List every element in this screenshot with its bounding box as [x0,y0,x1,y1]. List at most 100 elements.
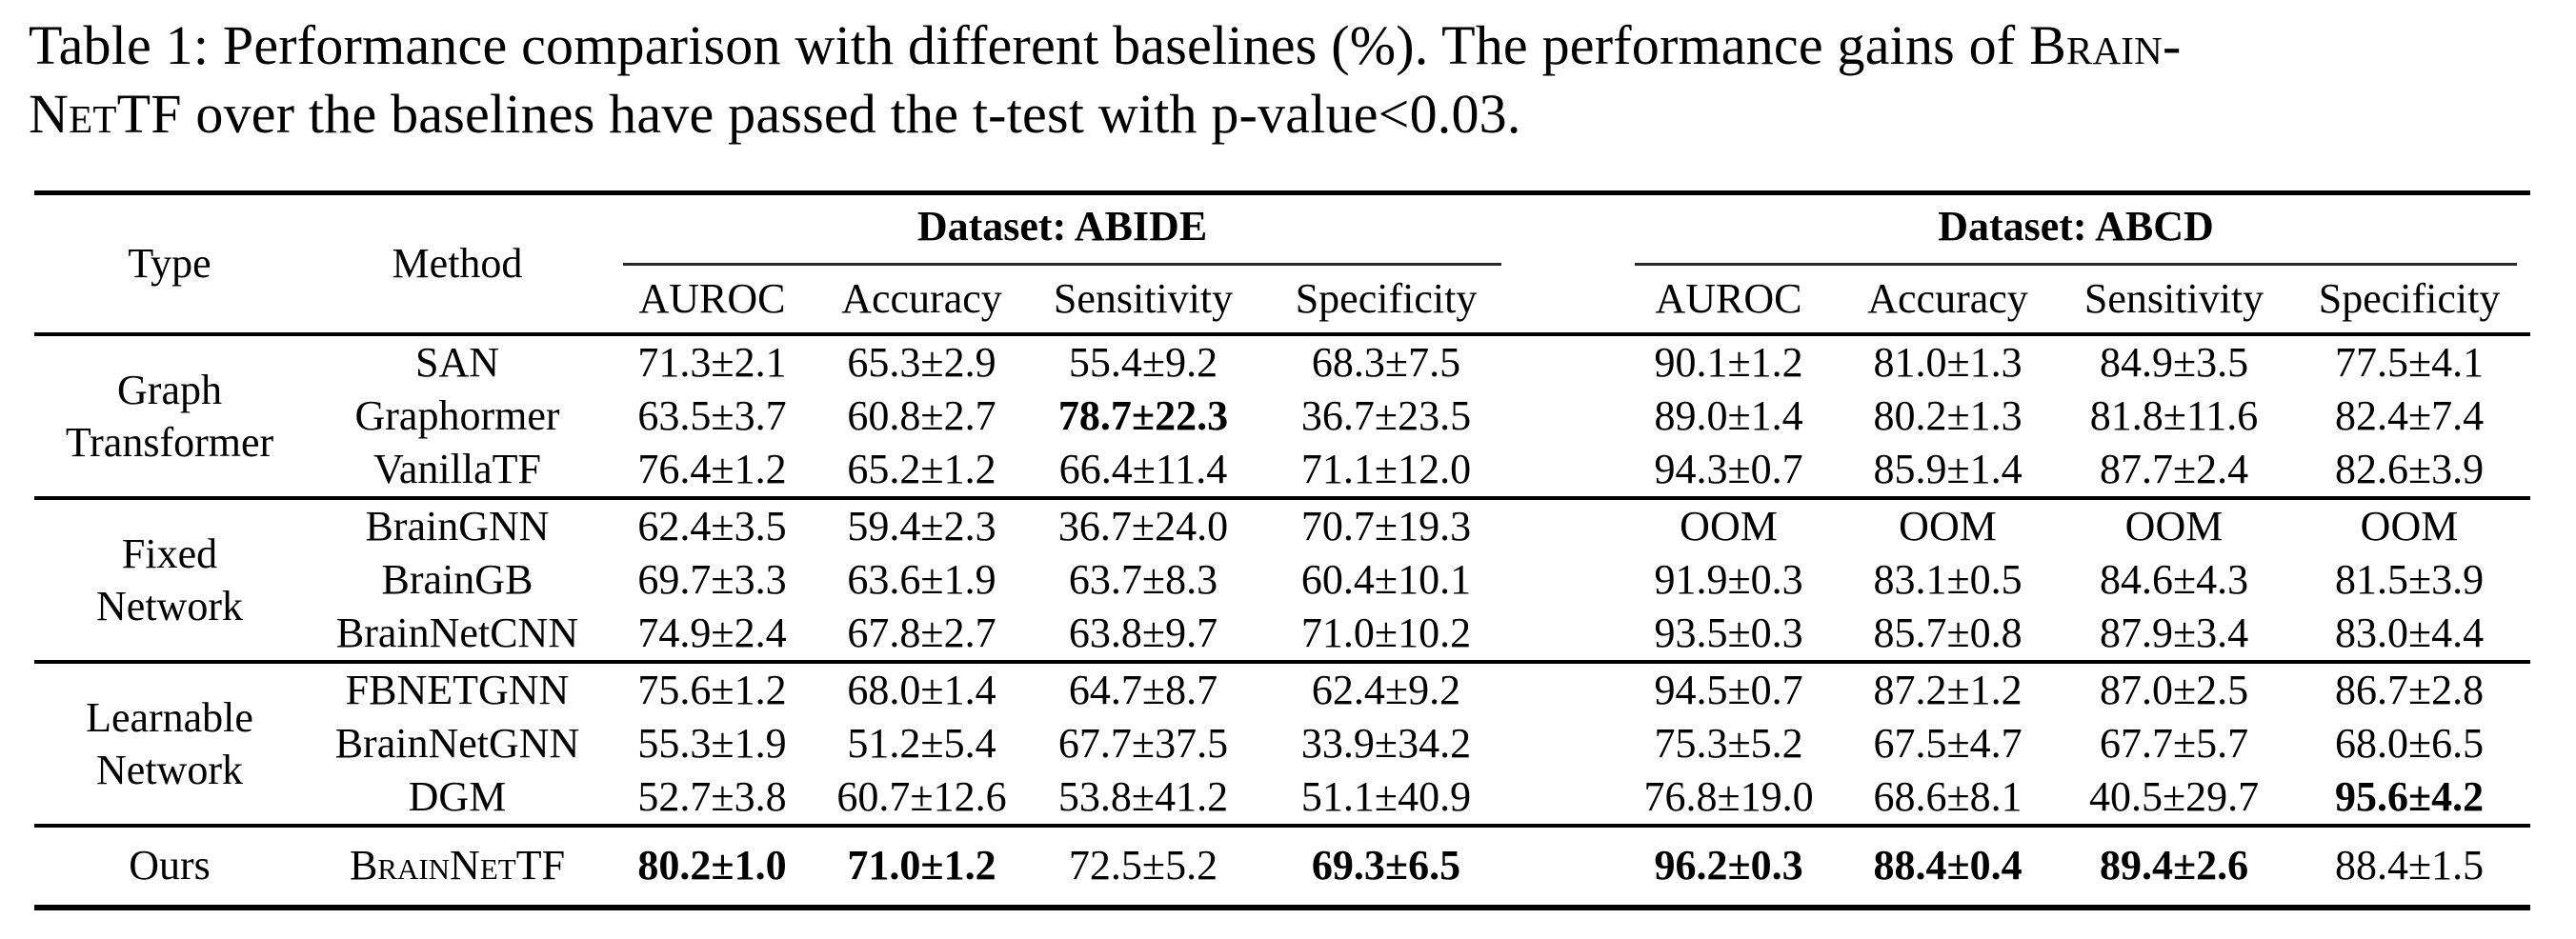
header-row-metrics: AUROC Accuracy Sensitivity Specificity A… [34,266,2531,336]
value-cell: 85.9±1.4 [1873,446,2023,493]
gutter-cell [1515,332,1622,390]
value-cell: 65.2±1.2 [847,446,996,493]
value-cell: 88.4±0.4 [1836,824,2061,908]
value-cell: 51.2±5.4 [847,720,996,768]
value-cell: 67.7±37.5 [1057,720,1229,768]
column-header-abide-specificity: Specificity [1258,266,1516,336]
gutter-cell [1515,717,1621,770]
value-cell: 55.4±9.2 [1029,332,1258,390]
method-cell: SAN [305,332,610,390]
value-cell: OOM [1836,496,2061,553]
gutter-cell [1515,607,1621,662]
value-cell: 83.1±0.5 [1873,556,2023,604]
method-cell: BrainGNN [305,496,610,553]
value-cell: 83.0±4.4 [2334,609,2485,657]
value-cell: 81.5±3.9 [2334,556,2485,604]
value-cell: 55.3±1.9 [637,720,787,768]
value-cell: 60.7±12.6 [836,773,1007,821]
value-cell: 71.3±2.1 [610,332,815,390]
value-cell: 36.7±23.5 [1300,392,1472,440]
value-cell: 63.6±1.9 [847,556,996,604]
value-cell: 75.6±1.2 [610,660,815,717]
value-cell: 71.0±1.2 [815,824,1029,908]
value-cell: 67.8±2.7 [847,609,996,657]
value-cell: 67.5±4.7 [1873,720,2023,768]
value-cell: 94.5±0.7 [1621,660,1837,717]
value-cell: 69.3±6.5 [1258,824,1516,908]
value-cell: 68.0±1.4 [815,660,1029,717]
value-cell: 81.0±1.3 [1836,332,2061,390]
table-row: Fixed Network BrainGNN 62.4±3.5 59.4±2.3 36.7… [34,496,2531,662]
type-cell: Learnable Network [34,660,305,826]
value-cell: 63.5±3.7 [637,392,787,440]
value-cell: 36.7±24.0 [1029,496,1258,553]
value-cell: 80.2±1.0 [610,824,815,908]
table-row: DGM 52.7±3.8 60.7±12.6 53.8±41.2 51.1±40.9 76… [34,770,2530,826]
value-cell: 53.8±41.2 [1057,773,1229,821]
value-cell: 63.8±9.7 [1068,609,1218,657]
column-header-abide-sensitivity: Sensitivity [1029,266,1258,336]
table-row: BrainNetCNN 74.9±2.4 67.8±2.7 63.8±9.7 71.0±… [34,607,2530,662]
value-cell: 68.6±8.1 [1873,773,2023,821]
value-cell: 62.4±3.5 [610,496,815,553]
caption-text-suffix: over the baselines have passed the t-tes… [181,83,1521,145]
type-cell: Graph Transformer [34,332,305,498]
value-cell: 65.3±2.9 [815,332,1029,390]
method-cell: DGM [408,773,507,821]
value-cell: 95.6±4.2 [2334,773,2485,821]
dataset-header-abcd: Dataset: ABCD [1621,193,2530,266]
table-body: Graph Transformer SAN 71.3±2.1 65.3±2.9 55.4±… [34,332,2531,908]
value-cell: 60.4±10.1 [1300,556,1472,604]
gutter-cell [1515,824,1622,908]
gutter-cell [1515,390,1621,443]
brand-name-part2: NetTF [29,83,182,145]
value-cell: 86.7±2.8 [2288,660,2531,717]
value-cell: 88.4±1.5 [2288,824,2531,908]
column-header-abide-auroc: AUROC [610,266,815,336]
value-cell: 89.0±1.4 [1654,392,1803,440]
value-cell: 71.1±12.0 [1300,446,1472,493]
value-cell: 76.8±19.0 [1643,773,1814,821]
value-cell: 94.3±0.7 [1654,446,1803,493]
method-cell: BrainGB [381,556,533,604]
gutter-cell [1515,443,1621,498]
value-cell: 69.7±3.3 [637,556,787,604]
value-cell: 81.8±11.6 [2089,392,2259,440]
value-cell: 82.4±7.4 [2334,392,2485,440]
value-cell: 87.7±2.4 [2099,446,2249,493]
value-cell: 67.7±5.7 [2099,720,2249,768]
gutter-cell [1515,770,1621,826]
table-row: BrainNetGNN 55.3±1.9 51.2±5.4 67.7±37.5 33.9… [34,717,2530,770]
value-cell: 91.9±0.3 [1654,556,1803,604]
value-cell: 63.7±8.3 [1068,556,1218,604]
value-cell: 84.9±3.5 [2060,332,2289,390]
method-cell: FBNETGNN [305,660,610,717]
column-header-abide-accuracy: Accuracy [815,266,1029,336]
value-cell: 76.4±1.2 [637,446,787,493]
value-cell: 40.5±29.7 [2088,773,2260,821]
column-header-abcd-specificity: Specificity [2288,266,2531,336]
type-cell: Ours [34,824,305,908]
column-header-abcd-auroc: AUROC [1621,266,1837,336]
value-cell: 70.7±19.3 [1258,496,1516,553]
value-cell: 51.1±40.9 [1300,773,1472,821]
column-header-type: Type [34,192,305,336]
column-header-method: Method [305,192,610,336]
gutter-cell [1515,496,1622,553]
dataset-header-abide: Dataset: ABIDE [610,193,1515,266]
table-row: BrainGB 69.7±3.3 63.6±1.9 63.7±8.3 60.4±10.1… [34,553,2530,607]
value-cell: 33.9±34.2 [1300,720,1472,768]
table-row: Ours BrainNetTF 80.2±1.0 71.0±1.2 72.5±5.2 69… [34,824,2531,908]
value-cell: 80.2±1.3 [1873,392,2023,440]
value-cell: 68.0±6.5 [2334,720,2485,768]
value-cell: 62.4±9.2 [1258,660,1516,717]
table-header: Type Method Dataset: ABIDE Dataset: ABCD… [34,192,2531,336]
gutter-cell [1515,553,1621,607]
value-cell: 87.0±2.5 [2060,660,2289,717]
performance-table: Type Method Dataset: ABIDE Dataset: ABCD… [34,190,2531,910]
method-cell: VanillaTF [373,446,541,493]
method-cell: BrainNetTF [305,824,610,908]
value-cell: 87.2±1.2 [1836,660,2061,717]
value-cell: 71.0±10.2 [1300,609,1472,657]
table-row: Graph Transformer SAN 71.3±2.1 65.3±2.9 55.4±… [34,332,2531,498]
